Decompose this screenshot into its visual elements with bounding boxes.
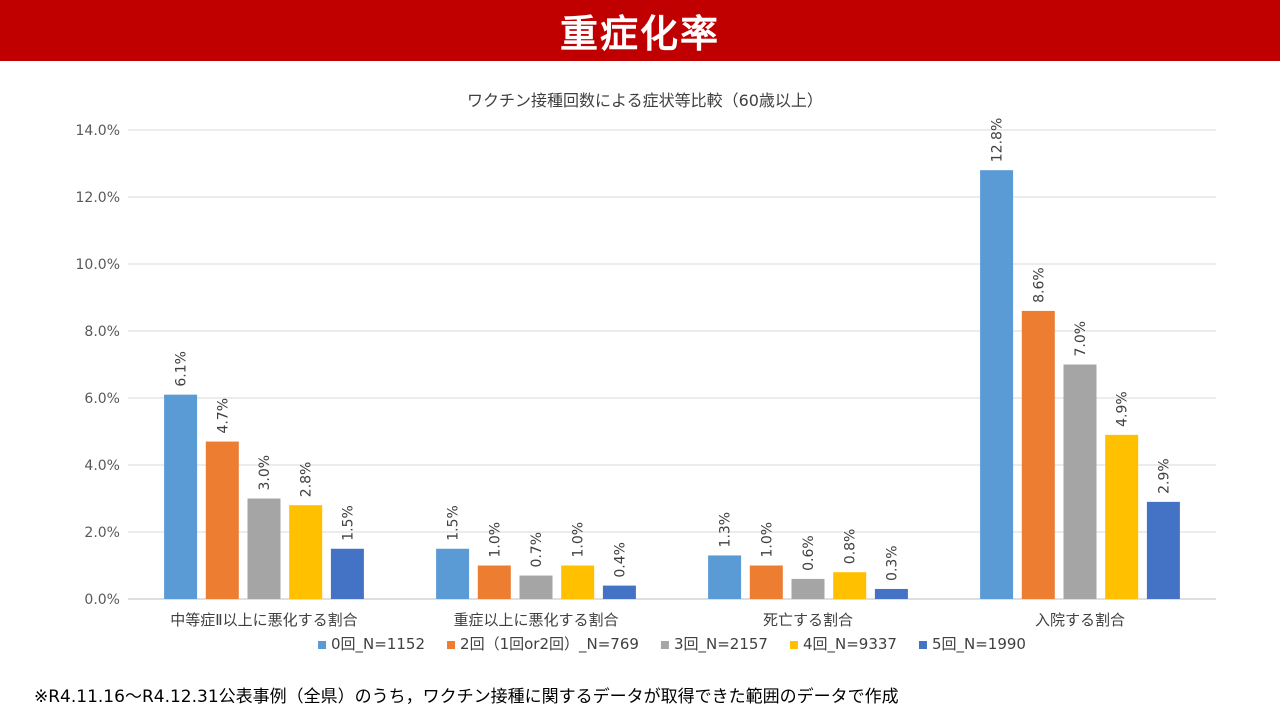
- legend-label: 3回_N=2157: [674, 635, 768, 654]
- bar: [247, 498, 281, 599]
- legend-item: 3回_N=2157: [660, 635, 768, 654]
- x-tick-label: 死亡する割合: [763, 611, 853, 629]
- data-label: 6.1%: [174, 351, 190, 387]
- bar: [561, 565, 595, 599]
- legend-swatch: [789, 641, 798, 649]
- title-banner: 重症化率: [0, 0, 1280, 61]
- legend-item: 5回_N=1990: [918, 635, 1026, 654]
- y-tick-label: 14.0%: [76, 123, 120, 139]
- bar: [1021, 310, 1055, 599]
- data-label: 1.5%: [446, 505, 462, 541]
- y-tick-label: 10.0%: [76, 257, 120, 273]
- legend-swatch: [918, 641, 927, 649]
- bar-chart: ワクチン接種回数による症状等比較（60歳以上） 0.0% 2.0% 4.0% 6.0%…: [76, 91, 1216, 654]
- y-tick-label: 8.0%: [84, 324, 120, 340]
- x-tick-label: 中等症Ⅱ以上に悪化する割合: [170, 611, 357, 629]
- data-label: 2.8%: [299, 462, 315, 498]
- data-label: 0.8%: [843, 529, 859, 565]
- x-tick-label: 入院する割合: [1035, 611, 1125, 629]
- bar: [874, 588, 908, 599]
- bars: 6.1% 4.7% 3.0% 2.8% 1.5% 1.5% 1.0% 0.7% 1.0% 0.4%…: [164, 118, 1180, 599]
- y-tick-label: 6.0%: [84, 391, 120, 407]
- data-label: 1.0%: [759, 522, 775, 558]
- bar: [708, 555, 742, 599]
- data-label: 12.8%: [990, 118, 1006, 162]
- bar: [980, 170, 1014, 599]
- footnote: ※R4.11.16～R4.12.31公表事例（全県）のうち，ワクチン接種に関する…: [34, 687, 899, 707]
- bar: [330, 548, 364, 599]
- y-tick-label: 0.0%: [84, 592, 120, 608]
- legend-item: 4回_N=9337: [789, 635, 897, 654]
- chart-area: ワクチン接種回数による症状等比較（60歳以上） 0.0% 2.0% 4.0% 6.0%…: [0, 61, 1280, 681]
- legend: 0回_N=1152 2回（1回or2回）_N=769 3回_N=2157 4回_N=9…: [318, 635, 1026, 654]
- legend-label: 0回_N=1152: [331, 635, 425, 654]
- bar: [289, 505, 323, 599]
- x-axis: 中等症Ⅱ以上に悪化する割合 重症以上に悪化する割合 死亡する割合 入院する割合: [170, 611, 1125, 629]
- bar: [477, 565, 511, 599]
- data-label: 1.3%: [718, 512, 734, 548]
- data-label: 0.7%: [529, 532, 545, 568]
- chart-title: ワクチン接種回数による症状等比較（60歳以上）: [467, 91, 823, 110]
- legend-item: 0回_N=1152: [318, 635, 425, 654]
- legend-label: 2回（1回or2回）_N=769: [460, 635, 639, 654]
- bar: [833, 572, 867, 599]
- data-label: 2.9%: [1156, 458, 1172, 494]
- bar: [1146, 501, 1180, 599]
- legend-swatch: [660, 641, 669, 649]
- bar: [436, 548, 470, 599]
- legend-swatch: [447, 641, 456, 649]
- y-axis: 0.0% 2.0% 4.0% 6.0% 8.0% 10.0% 12.0% 14.0%: [76, 123, 120, 608]
- legend-swatch: [318, 641, 327, 649]
- legend-label: 4回_N=9337: [803, 635, 897, 654]
- x-tick-label: 重症以上に悪化する割合: [453, 611, 618, 629]
- bar: [519, 575, 553, 599]
- data-label: 3.0%: [257, 455, 273, 491]
- data-label: 4.7%: [215, 398, 231, 434]
- data-label: 7.0%: [1073, 321, 1089, 357]
- bar: [602, 585, 636, 599]
- data-label: 8.6%: [1031, 267, 1047, 303]
- y-tick-label: 4.0%: [84, 458, 120, 474]
- page-title: 重症化率: [559, 12, 720, 56]
- y-tick-label: 12.0%: [76, 190, 120, 206]
- legend-item: 2回（1回or2回）_N=769: [447, 635, 639, 654]
- data-label: 0.6%: [801, 535, 817, 571]
- data-label: 0.3%: [884, 545, 900, 581]
- bar: [749, 565, 783, 599]
- data-label: 0.4%: [612, 542, 628, 578]
- data-label: 4.9%: [1115, 391, 1131, 427]
- bar: [1105, 434, 1139, 599]
- data-label: 1.0%: [571, 522, 587, 558]
- y-tick-label: 2.0%: [84, 525, 120, 541]
- data-label: 1.5%: [340, 505, 356, 541]
- bar: [205, 441, 239, 599]
- bar: [791, 578, 825, 599]
- bar: [1063, 364, 1097, 599]
- bar: [164, 394, 198, 599]
- legend-label: 5回_N=1990: [932, 635, 1026, 654]
- data-label: 1.0%: [487, 522, 503, 558]
